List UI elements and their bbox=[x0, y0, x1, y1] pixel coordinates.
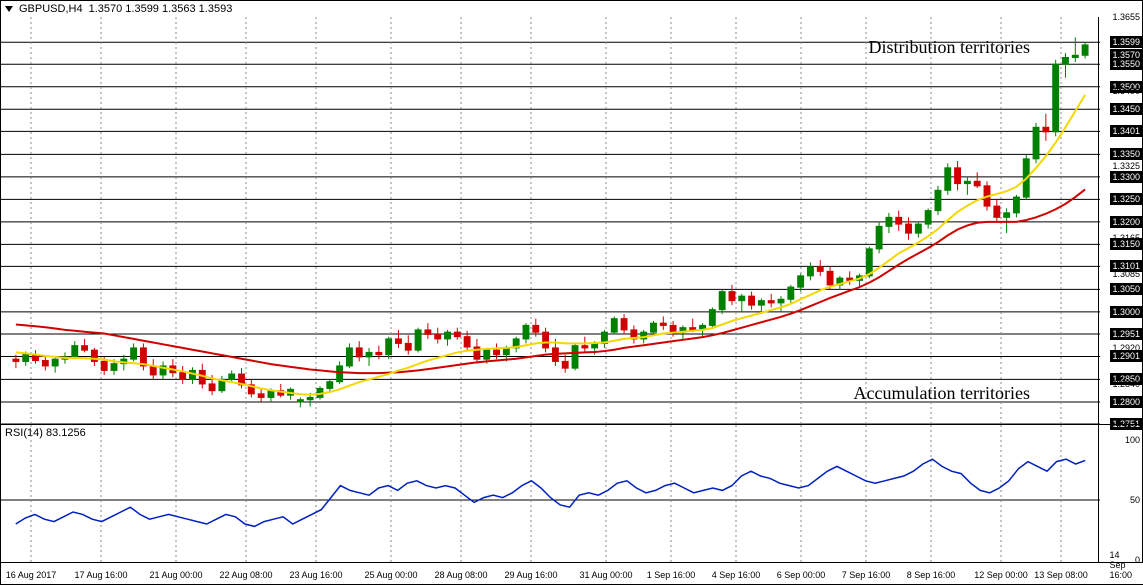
price-level-label: 1.3085 bbox=[1112, 269, 1140, 279]
time-label: 6 Sep 00:00 bbox=[777, 570, 826, 580]
ohlc-label: 1.3570 1.3599 1.3563 1.3593 bbox=[89, 3, 233, 15]
price-svg bbox=[1, 17, 1100, 424]
time-label: 16 Aug 2017 bbox=[6, 570, 57, 580]
time-label: 21 Aug 00:00 bbox=[149, 570, 202, 580]
chart-window[interactable]: GBPUSD,H4 1.3570 1.3599 1.3563 1.3593 Di… bbox=[0, 0, 1143, 585]
price-level-label: 1.2800 bbox=[1110, 396, 1142, 408]
price-chart[interactable]: Distribution territories Accumulation te… bbox=[1, 17, 1100, 424]
price-y-axis: 1.36551.35991.35701.35501.35001.34901.34… bbox=[1098, 17, 1142, 424]
info-bar: GBPUSD,H4 1.3570 1.3599 1.3563 1.3593 bbox=[5, 3, 232, 15]
price-level-label: 1.3325 bbox=[1112, 161, 1140, 171]
price-level-label: 1.3490 bbox=[1112, 86, 1140, 96]
dropdown-icon[interactable] bbox=[5, 6, 13, 12]
rsi-chart[interactable]: RSI(14) 83.1256 bbox=[1, 424, 1100, 564]
time-label: 8 Sep 16:00 bbox=[907, 570, 956, 580]
price-level-label: 1.3599 bbox=[1110, 36, 1142, 48]
distribution-annotation: Distribution territories bbox=[869, 37, 1030, 58]
time-label: 7 Sep 16:00 bbox=[842, 570, 891, 580]
price-level-label: 1.3050 bbox=[1110, 283, 1142, 295]
time-label: 13 Sep 08:00 bbox=[1034, 570, 1088, 580]
rsi-level-label: 100 bbox=[1125, 435, 1140, 445]
rsi-level-label: 50 bbox=[1130, 495, 1140, 505]
time-label: 31 Aug 00:00 bbox=[579, 570, 632, 580]
accumulation-annotation: Accumulation territories bbox=[854, 383, 1030, 404]
rsi-svg bbox=[1, 425, 1100, 565]
price-level-label: 1.3150 bbox=[1110, 238, 1142, 250]
price-level-label: 1.3300 bbox=[1110, 171, 1142, 183]
time-label: 1 Sep 16:00 bbox=[647, 570, 696, 580]
symbol-label: GBPUSD,H4 bbox=[19, 3, 83, 15]
time-label: 22 Aug 08:00 bbox=[219, 570, 272, 580]
price-level-label: 1.3000 bbox=[1110, 306, 1142, 318]
time-label: 23 Aug 16:00 bbox=[289, 570, 342, 580]
time-label: 17 Aug 16:00 bbox=[74, 570, 127, 580]
time-label: 28 Aug 08:00 bbox=[434, 570, 487, 580]
time-label: 4 Sep 16:00 bbox=[712, 570, 761, 580]
price-level-label: 1.3450 bbox=[1110, 103, 1142, 115]
price-level-label: 1.3401 bbox=[1110, 125, 1142, 137]
price-level-label: 1.3200 bbox=[1110, 216, 1142, 228]
price-level-label: 1.2901 bbox=[1110, 350, 1142, 362]
price-level-label: 1.3550 bbox=[1110, 58, 1142, 70]
price-level-label: 1.2840 bbox=[1112, 379, 1140, 389]
x-axis: 16 Aug 2017 17 Aug 16:00 21 Aug 00:00 22 Au… bbox=[1, 562, 1143, 584]
time-label: 25 Aug 00:00 bbox=[364, 570, 417, 580]
rsi-y-axis: 100500 bbox=[1098, 424, 1142, 564]
time-label: 14 Sep 16:00 bbox=[1110, 550, 1133, 580]
price-level-label: 1.2951 bbox=[1110, 328, 1142, 340]
price-level-label: 1.3350 bbox=[1110, 148, 1142, 160]
price-level-label: 1.3655 bbox=[1112, 12, 1140, 22]
time-label: 29 Aug 16:00 bbox=[504, 570, 557, 580]
price-level-label: 1.3250 bbox=[1110, 193, 1142, 205]
time-label: 12 Sep 00:00 bbox=[974, 570, 1028, 580]
